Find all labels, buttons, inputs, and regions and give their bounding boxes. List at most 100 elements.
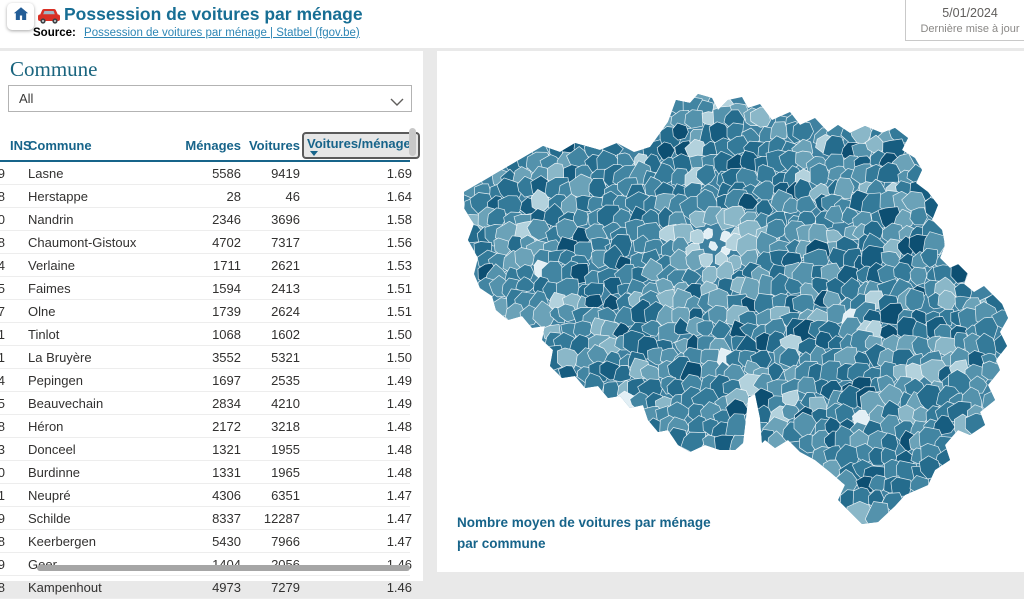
commune-polygon[interactable] [981,390,1005,414]
table-row[interactable]: 9 Schilde 8337 12287 1.47 [0,507,412,530]
vertical-scrollbar-thumb[interactable] [409,128,416,156]
cell-ins: 0 [0,211,5,227]
commune-polygon[interactable] [824,205,844,224]
cell-voitures: 7317 [271,234,300,250]
home-button[interactable] [7,3,34,30]
table-row[interactable]: 8 Héron 2172 3218 1.48 [0,415,412,438]
table-row[interactable]: 4 Verlaine 1711 2621 1.53 [0,254,412,277]
table-row[interactable]: 5 Faimes 1594 2413 1.51 [0,277,412,300]
commune-polygon[interactable] [905,287,925,312]
cell-voitures-menage: 1.49 [386,372,412,388]
commune-polygon[interactable] [792,120,814,143]
table-row[interactable]: 8 Kampenhout 4973 7279 1.46 [0,576,412,599]
commune-polygon[interactable] [967,350,985,368]
commune-polygon[interactable] [737,192,759,210]
commune-polygon[interactable] [909,207,928,226]
commune-polygon[interactable] [993,333,1015,355]
cell-menages: 4306 [212,487,241,503]
slicer-title: Commune [10,57,98,81]
cell-ins: 8 [0,579,5,595]
commune-polygon[interactable] [764,218,788,240]
cell-voitures-menage: 1.48 [386,418,412,434]
commune-polygon[interactable] [893,208,915,230]
table-row[interactable]: 0 Nandrin 2346 3696 1.58 [0,208,412,231]
table-row[interactable]: 8 Chaumont-Gistoux 4702 7317 1.56 [0,231,412,254]
commune-polygon[interactable] [770,121,788,141]
commune-polygon[interactable] [696,320,715,339]
cell-menages: 2346 [212,211,241,227]
map-caption-line1: Nombre moyen de voitures par ménage [457,515,711,530]
commune-polygon[interactable] [684,109,704,129]
table-row[interactable]: 5 Beauvechain 2834 4210 1.49 [0,392,412,415]
commune-polygon[interactable] [515,276,537,293]
dropdown-value: All [19,91,34,106]
cell-voitures: 2413 [271,280,300,296]
table-row[interactable]: 1 La Bruyère 3552 5321 1.50 [0,346,412,369]
table-row[interactable]: 8 Keerbergen 5430 7966 1.47 [0,530,412,553]
cell-commune: Kampenhout [28,579,102,595]
column-header-commune[interactable]: Commune [28,138,92,153]
table-row[interactable]: 4 Pepingen 1697 2535 1.49 [0,369,412,392]
column-header-voitures-menage[interactable]: Voitures/ménage [302,132,420,159]
cell-voitures-menage: 1.64 [386,188,412,204]
commune-polygon[interactable] [784,277,805,295]
commune-polygon[interactable] [613,365,633,383]
commune-polygon[interactable] [555,218,578,243]
commune-polygon[interactable] [797,376,817,395]
commune-polygon[interactable] [727,135,749,156]
commune-polygon[interactable] [572,320,593,340]
commune-polygon[interactable] [893,261,914,282]
map-panel: Nombre moyen de voitures par ménage par … [437,51,1024,572]
commune-polygon[interactable] [573,208,589,228]
commune-polygon[interactable] [708,241,719,251]
commune-polygon[interactable] [710,319,732,340]
commune-polygon[interactable] [587,344,611,365]
table-row[interactable]: 9 Lasne 5586 9419 1.69 [0,162,412,185]
commune-polygon[interactable] [672,122,689,141]
car-icon [37,7,61,25]
table-row[interactable]: 0 Burdinne 1331 1965 1.48 [0,461,412,484]
commune-polygon[interactable] [909,266,928,286]
commune-dropdown[interactable]: All [8,85,412,112]
commune-polygon[interactable] [752,180,776,203]
cell-ins: 9 [0,556,5,572]
commune-polygon[interactable] [641,319,663,337]
commune-polygon[interactable] [833,177,855,200]
commune-polygon[interactable] [809,162,831,187]
column-header-menages[interactable]: Ménages [185,138,241,153]
cell-commune: La Bruyère [28,349,92,365]
column-header-voitures[interactable]: Voitures [248,138,300,153]
table-panel: Commune All INS Commune Ménages Voitures… [0,51,423,599]
belgium-choropleth-map[interactable] [450,88,1015,533]
cell-voitures-menage: 1.46 [386,579,412,595]
commune-polygon[interactable] [703,227,713,240]
commune-polygon[interactable] [530,189,551,214]
column-header-ins[interactable]: INS [10,138,32,153]
commune-polygon[interactable] [584,293,604,311]
commune-polygon[interactable] [557,303,578,323]
table-row[interactable]: 1 Tinlot 1068 1602 1.50 [0,323,412,346]
table-row[interactable]: 8 Herstappe 28 46 1.64 [0,185,412,208]
commune-polygon[interactable] [602,381,620,402]
commune-polygon[interactable] [768,362,785,382]
commune-polygon[interactable] [876,162,902,183]
commune-polygon[interactable] [695,164,716,187]
table-row[interactable]: 7 Olne 1739 2624 1.51 [0,300,412,323]
commune-polygon[interactable] [826,303,846,326]
commune-polygon[interactable] [701,266,720,285]
commune-polygon[interactable] [792,293,815,313]
cell-voitures: 3218 [271,418,300,434]
commune-polygon[interactable] [526,218,550,241]
source-link[interactable]: Possession de voitures par ménage | Stat… [84,27,360,39]
table-row[interactable]: 1 Neupré 4306 6351 1.47 [0,484,412,507]
table-row[interactable]: 3 Donceel 1321 1955 1.48 [0,438,412,461]
commune-polygon[interactable] [689,228,706,245]
horizontal-scrollbar-thumb[interactable] [37,565,410,571]
commune-polygon[interactable] [981,360,1002,381]
commune-polygon[interactable] [653,162,677,186]
commune-polygon[interactable] [689,210,708,228]
cell-voitures: 7279 [271,579,300,595]
commune-polygon[interactable] [781,389,800,409]
commune-polygon[interactable] [868,474,889,494]
commune-polygon[interactable] [602,293,623,312]
